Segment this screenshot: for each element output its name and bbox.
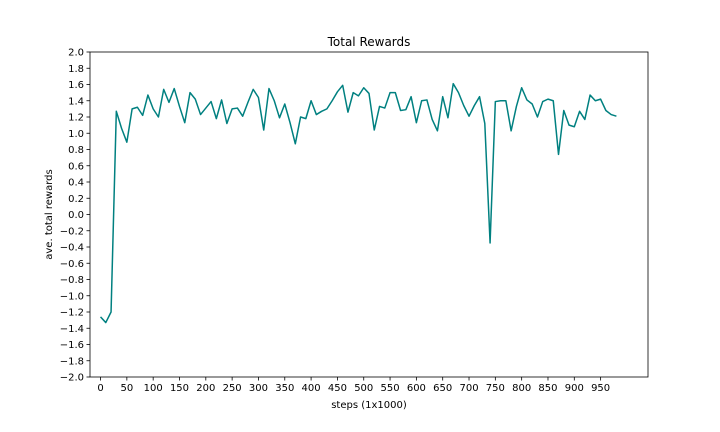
x-tick-label-17: 850 [538, 383, 557, 394]
x-tick-label-2: 100 [144, 383, 163, 394]
x-tick-label-9: 450 [328, 383, 347, 394]
y-tick-label-6: −0.8 [60, 275, 84, 286]
x-tick-label-15: 750 [486, 383, 505, 394]
y-tick-label-20: 2.0 [68, 48, 84, 59]
y-tick-label-1: −1.8 [60, 356, 84, 367]
plot-frame [89, 51, 649, 378]
x-tick-label-7: 350 [275, 383, 294, 394]
x-tick-label-1: 50 [120, 383, 133, 394]
y-tick-label-13: 0.6 [68, 161, 84, 172]
y-tick-label-18: 1.6 [68, 80, 84, 91]
x-tick-label-8: 400 [302, 383, 321, 394]
x-tick-label-6: 300 [249, 383, 268, 394]
chart-title: Total Rewards [327, 35, 411, 49]
y-tick-label-16: 1.2 [68, 113, 84, 124]
y-tick-label-14: 0.8 [68, 145, 84, 156]
y-tick-label-12: 0.4 [68, 178, 84, 189]
y-tick-label-7: −0.6 [60, 259, 84, 270]
y-tick-label-0: −2.0 [60, 373, 84, 384]
y-tick-label-10: 0.0 [68, 210, 84, 221]
y-axis-label: ave. total rewards [44, 169, 55, 259]
x-tick-label-12: 600 [407, 383, 426, 394]
x-tick-label-16: 800 [512, 383, 531, 394]
x-tick-label-10: 500 [354, 383, 373, 394]
x-axis-ticks: 0 50 100 150 200 250 300 350 400 450 500 550 600 650 7… [97, 377, 610, 394]
y-tick-label-4: −1.2 [60, 308, 84, 319]
y-tick-label-5: −1.0 [60, 291, 84, 302]
series-line-0 [99, 82, 617, 324]
series-layer [99, 82, 617, 324]
x-tick-label-0: 0 [97, 383, 103, 394]
x-tick-label-11: 550 [381, 383, 400, 394]
y-tick-label-17: 1.4 [68, 96, 84, 107]
x-tick-label-14: 700 [459, 383, 478, 394]
x-tick-label-19: 950 [591, 383, 610, 394]
y-tick-label-3: −1.4 [60, 324, 84, 335]
x-tick-label-4: 200 [196, 383, 215, 394]
x-tick-label-18: 900 [565, 383, 584, 394]
y-tick-label-2: −1.6 [60, 340, 84, 351]
y-tick-label-8: −0.4 [60, 243, 84, 254]
y-tick-label-15: 1.0 [68, 129, 84, 140]
x-axis-label: steps (1x1000) [331, 400, 407, 411]
y-tick-label-11: 0.2 [68, 194, 84, 205]
y-axis-ticks: −2.0 −1.8 −1.6 −1.4 −1.2 −1.0 −0.8 −0.6 −0.4 −0.2… [60, 48, 90, 384]
y-tick-label-19: 1.8 [68, 64, 84, 75]
x-tick-label-3: 150 [170, 383, 189, 394]
x-tick-label-5: 250 [223, 383, 242, 394]
x-tick-label-13: 650 [433, 383, 452, 394]
y-tick-label-9: −0.2 [60, 226, 84, 237]
